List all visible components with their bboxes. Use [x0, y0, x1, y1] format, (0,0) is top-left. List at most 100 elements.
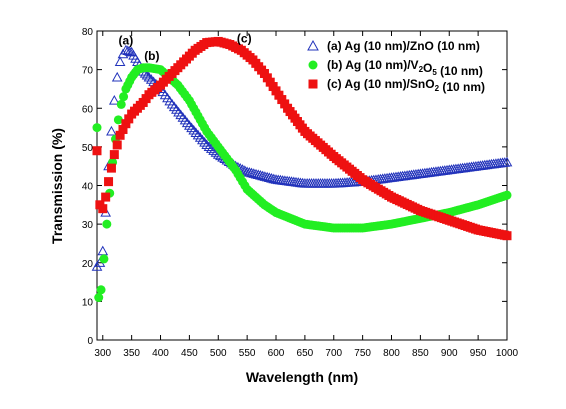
x-tick-label: 500	[210, 348, 227, 359]
curve-labels: (a) (b) (c)	[119, 32, 252, 63]
y-tick-label: 70	[82, 66, 94, 77]
data-point	[168, 101, 180, 112]
x-tick-label: 450	[181, 348, 198, 359]
curve-label-2: (c)	[237, 32, 252, 46]
legend: (a) Ag (10 nm)/ZnO (10 nm) (b) Ag (10 nm)…	[307, 39, 485, 94]
data-point	[111, 71, 123, 82]
data-point	[201, 139, 213, 150]
data-point	[97, 245, 109, 256]
x-tick-label: 900	[441, 348, 458, 359]
x-tick-label: 300	[94, 348, 111, 359]
data-point	[94, 293, 104, 303]
data-point	[177, 112, 189, 122]
data-point	[194, 132, 206, 142]
data-point	[139, 67, 151, 78]
legend-label-2: (c) Ag (10 nm)/SnO2 (10 nm)	[327, 77, 485, 94]
data-point	[259, 171, 271, 181]
axis-ticks: 300 350 400 450 500 550 600 650 700 750 800 850 900 9…	[82, 27, 519, 359]
data-point	[199, 137, 210, 147]
data-point	[101, 192, 111, 202]
data-point	[124, 114, 134, 124]
data-point	[255, 170, 266, 180]
y-tick-label: 60	[82, 104, 94, 115]
data-point	[121, 119, 131, 129]
data-point	[188, 124, 200, 135]
data-point	[261, 171, 273, 182]
y-tick-label: 40	[82, 182, 94, 193]
x-axis-title: Wavelength (nm)	[246, 369, 358, 385]
curve-label-0: (a)	[119, 34, 134, 48]
data-point	[98, 204, 108, 214]
data-point	[102, 219, 112, 229]
data-point	[186, 122, 197, 133]
data-point	[257, 170, 269, 181]
data-point	[115, 130, 125, 140]
series-layer	[91, 36, 513, 303]
data-point	[119, 92, 129, 102]
y-tick-label: 30	[82, 220, 94, 231]
data-point	[166, 98, 178, 109]
data-point	[113, 115, 123, 125]
y-tick-label: 20	[82, 259, 94, 270]
x-tick-label: 600	[268, 348, 285, 359]
data-point	[106, 125, 117, 136]
data-point	[502, 190, 512, 200]
legend-marker-2	[308, 79, 318, 89]
data-point	[266, 172, 277, 183]
x-tick-label: 550	[239, 348, 256, 359]
y-tick-label: 50	[82, 143, 94, 154]
data-point	[141, 69, 153, 80]
data-point	[250, 168, 262, 179]
data-point	[106, 163, 116, 173]
data-point	[96, 285, 106, 295]
data-point	[203, 141, 215, 151]
y-axis-title: Transmission (%)	[49, 128, 65, 244]
legend-label-1: (b) Ag (10 nm)/V2O5 (10 nm)	[327, 58, 483, 78]
data-point	[252, 169, 264, 180]
x-tick-label: 1000	[496, 348, 519, 359]
data-point	[244, 167, 255, 177]
data-point	[179, 114, 191, 125]
x-tick-label: 800	[383, 348, 400, 359]
legend-label-0: (a) Ag (10 nm)/ZnO (10 nm)	[327, 39, 480, 53]
data-point	[92, 123, 102, 133]
data-point	[501, 156, 513, 167]
data-point	[264, 172, 275, 183]
data-point	[237, 164, 248, 174]
data-point	[112, 140, 122, 150]
data-point	[124, 46, 136, 56]
data-point	[246, 167, 257, 178]
data-point	[192, 129, 204, 140]
x-tick-label: 850	[412, 348, 429, 359]
data-point	[181, 117, 193, 128]
data-point	[116, 99, 126, 109]
x-tick-label: 350	[123, 348, 140, 359]
data-point	[104, 177, 114, 187]
data-point	[114, 56, 126, 66]
x-tick-label: 700	[325, 348, 342, 359]
data-point	[175, 109, 187, 120]
data-point	[197, 134, 208, 145]
data-point	[239, 165, 251, 175]
data-point	[109, 150, 119, 160]
data-point	[173, 106, 184, 117]
data-point	[205, 143, 217, 153]
data-point	[145, 74, 157, 84]
data-point	[248, 168, 260, 178]
data-point	[143, 71, 155, 82]
series-1	[92, 63, 512, 303]
y-tick-label: 10	[82, 297, 94, 308]
data-point	[108, 94, 120, 105]
data-point	[171, 104, 182, 114]
y-tick-label: 0	[87, 336, 93, 347]
data-point	[92, 146, 102, 156]
x-tick-label: 650	[297, 348, 314, 359]
x-tick-label: 950	[470, 348, 487, 359]
data-point	[241, 166, 253, 177]
data-point	[502, 231, 512, 241]
series-2	[92, 36, 512, 241]
x-tick-label: 400	[152, 348, 169, 359]
curve-label-1: (b)	[144, 49, 159, 63]
data-point	[190, 127, 202, 137]
